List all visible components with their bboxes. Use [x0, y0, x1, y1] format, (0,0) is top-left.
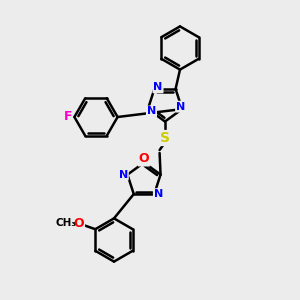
Text: N: N: [147, 106, 156, 116]
Text: N: N: [154, 189, 163, 199]
Text: F: F: [64, 110, 72, 124]
Text: O: O: [74, 217, 84, 230]
Text: S: S: [160, 131, 170, 145]
Text: N: N: [118, 169, 128, 180]
Text: O: O: [139, 152, 149, 166]
Text: CH₃: CH₃: [56, 218, 77, 228]
Text: N: N: [153, 82, 163, 92]
Text: N: N: [176, 102, 185, 112]
